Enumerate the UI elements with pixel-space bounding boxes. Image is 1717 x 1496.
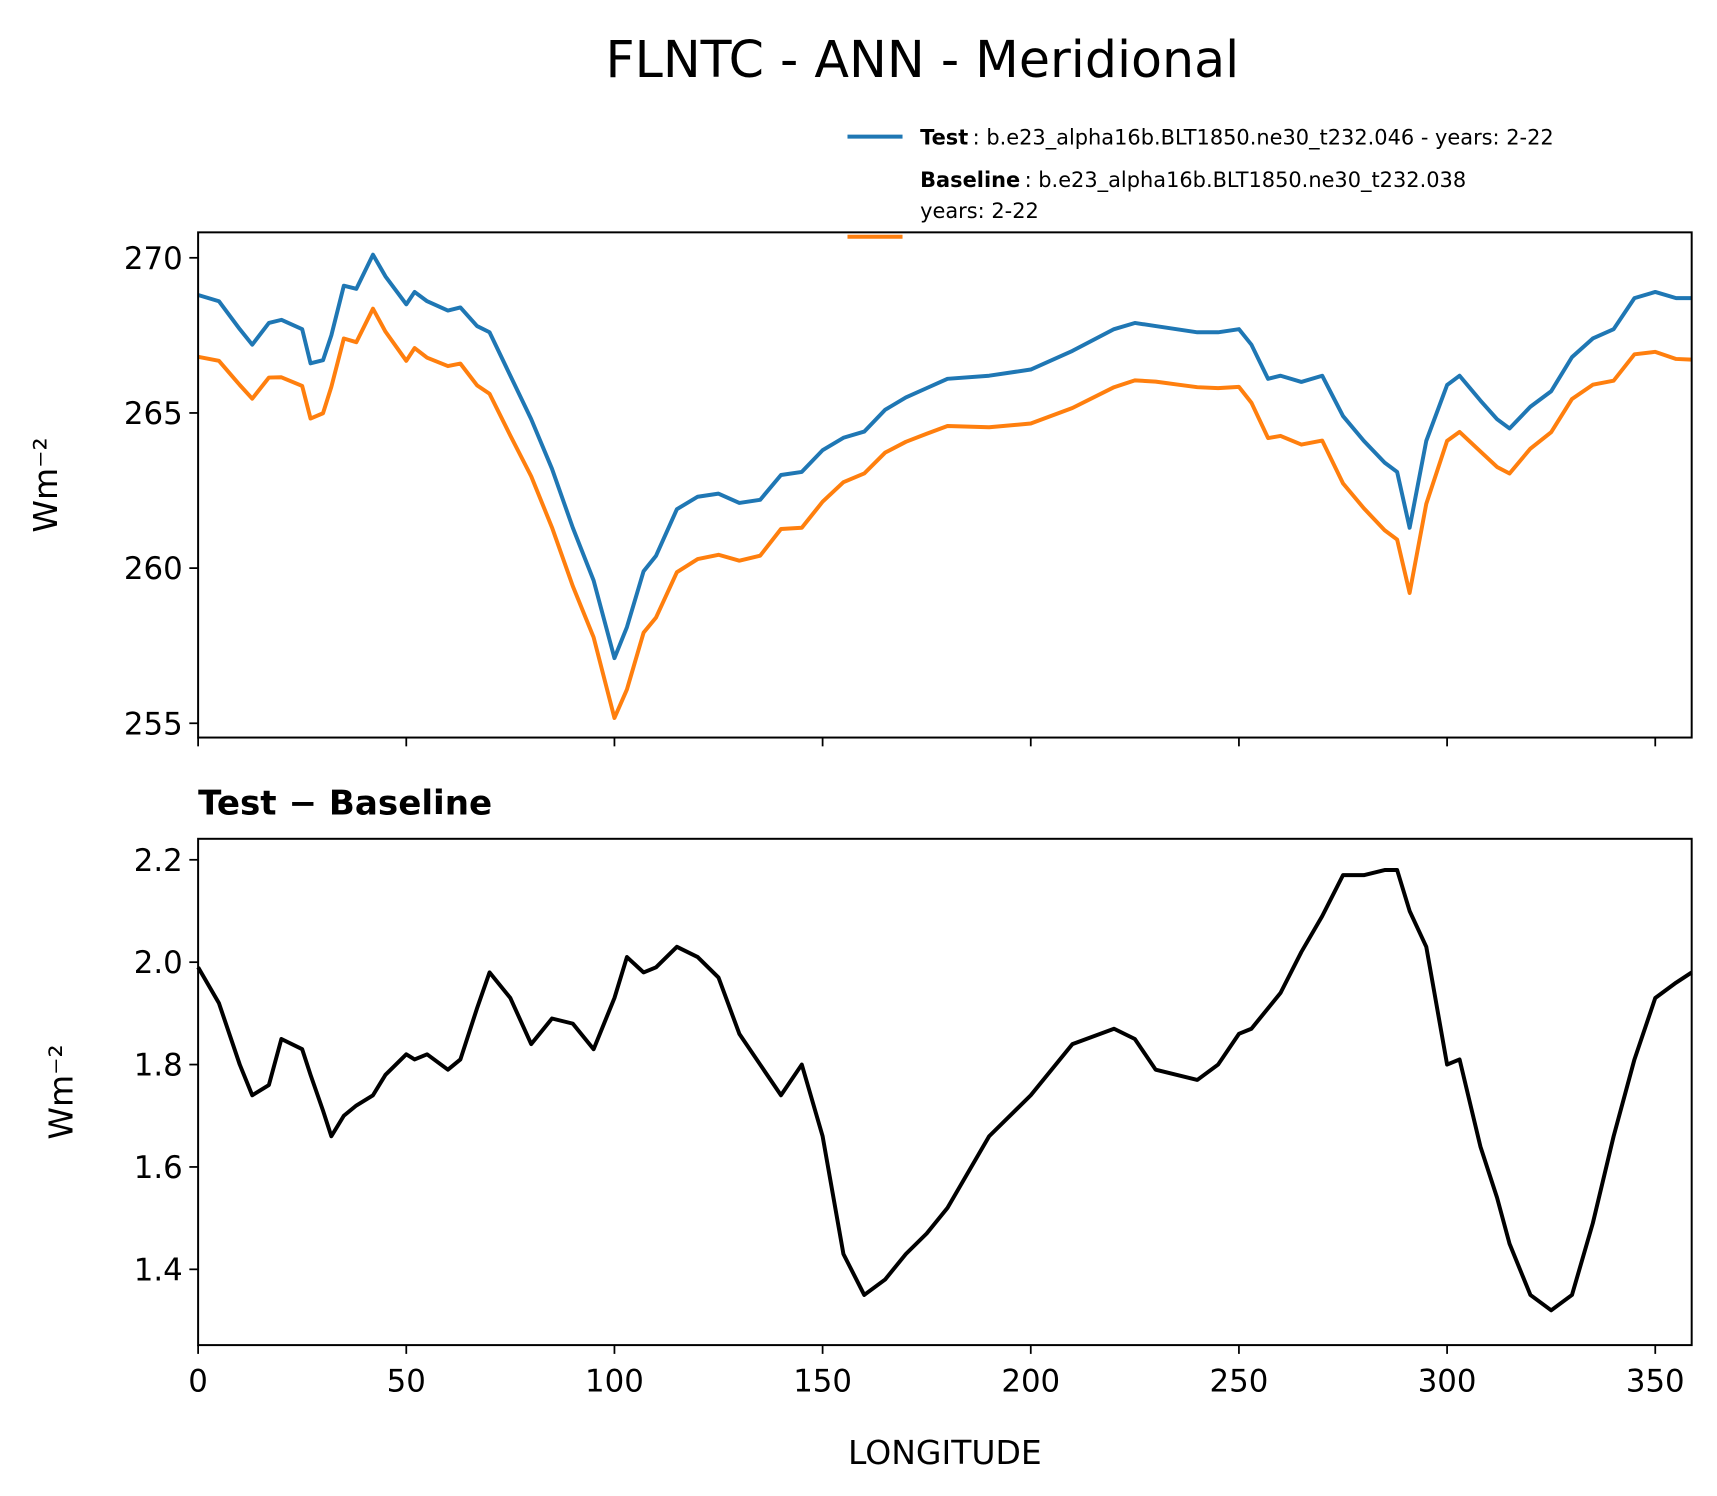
figure-title: FLNTC - ANN - Meridional <box>606 30 1240 89</box>
y-tick-label: 1.4 <box>134 1252 183 1288</box>
plot-frame <box>197 231 1693 739</box>
y-axis-label: Wm⁻² <box>42 1044 81 1139</box>
legend-entry: Test: b.e23_alpha16b.BLT1850.ne30_t232.0… <box>920 125 1554 149</box>
legend-description: : b.e23_alpha16b.BLT1850.ne30_t232.046 -… <box>973 125 1554 149</box>
plot-frame <box>197 837 1693 1347</box>
legend-description: years: 2-22 <box>920 199 1039 223</box>
y-tick-label: 1.8 <box>134 1048 183 1084</box>
y-tick-label: 270 <box>124 241 183 277</box>
x-tick-label: 100 <box>585 1363 644 1399</box>
x-tick-label: 250 <box>1210 1363 1269 1399</box>
subplot-title: Test − Baseline <box>198 784 492 824</box>
x-tick-label: 150 <box>793 1363 852 1399</box>
y-tick-label: 2.0 <box>134 945 183 981</box>
x-tick-label: 200 <box>1001 1363 1060 1399</box>
series-line <box>196 868 1693 1313</box>
y-axis-label: Wm⁻² <box>26 437 65 532</box>
y-tick-label: 265 <box>124 396 183 432</box>
y-tick-label: 255 <box>124 706 183 742</box>
y-tick-label: 1.6 <box>134 1150 183 1186</box>
x-tick-label: 300 <box>1418 1363 1477 1399</box>
series-line <box>197 306 1692 720</box>
series-line <box>197 252 1692 661</box>
legend-name: Test <box>920 125 968 149</box>
legend-name: Baseline <box>920 168 1020 192</box>
y-tick-label: 260 <box>124 551 183 587</box>
x-axis-label: LONGITUDE <box>848 1433 1042 1472</box>
y-tick-label: 2.2 <box>134 843 183 879</box>
legend-description: : b.e23_alpha16b.BLT1850.ne30_t232.038 <box>1025 168 1467 192</box>
x-tick-label: 0 <box>188 1363 208 1399</box>
x-tick-label: 50 <box>387 1363 426 1399</box>
x-tick-label: 350 <box>1626 1363 1685 1399</box>
legend-entry: Baseline: b.e23_alpha16b.BLT1850.ne30_t2… <box>920 168 1466 192</box>
